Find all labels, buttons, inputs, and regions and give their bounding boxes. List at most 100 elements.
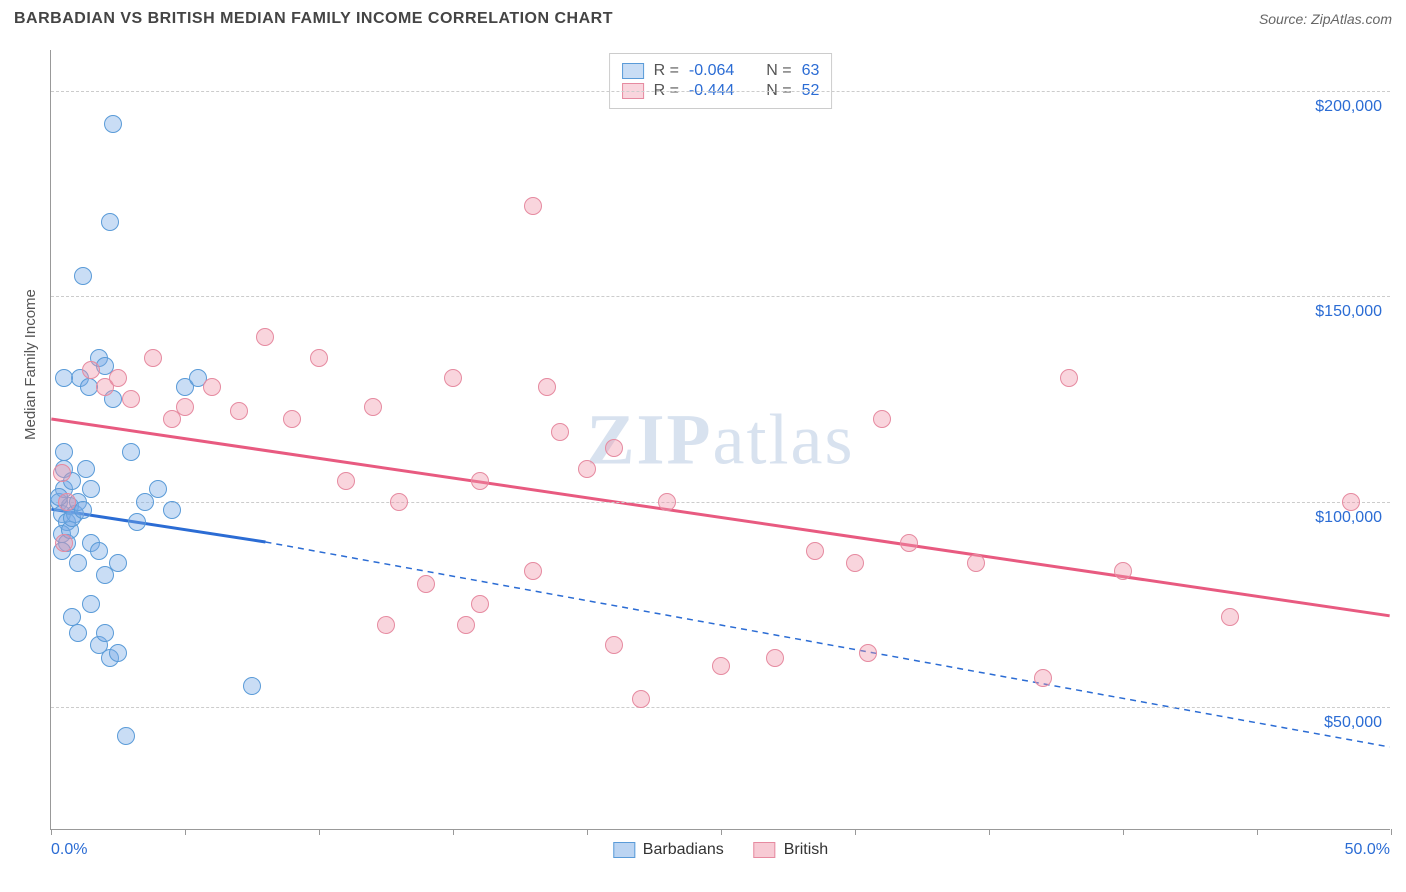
data-point [82,361,100,379]
data-point [122,443,140,461]
data-point [1114,562,1132,580]
data-point [538,378,556,396]
data-point [766,649,784,667]
data-point [230,402,248,420]
data-point [310,349,328,367]
y-axis-label: Median Family Income [22,289,39,440]
data-point [364,398,382,416]
data-point [457,616,475,634]
data-point [109,369,127,387]
data-point [256,328,274,346]
data-point [109,554,127,572]
correlation-legend: R =-0.064N =63R =-0.444N =52 [609,53,833,109]
data-point [55,443,73,461]
data-point [82,595,100,613]
data-point [69,624,87,642]
data-point [806,542,824,560]
data-point [390,493,408,511]
data-point [551,423,569,441]
data-point [58,493,76,511]
x-tick [587,829,588,835]
data-point [53,464,71,482]
x-axis-start-label: 0.0% [51,841,87,859]
data-point [69,554,87,572]
legend-swatch [754,842,776,858]
data-point [524,197,542,215]
data-point [578,460,596,478]
y-tick-label: $100,000 [1315,509,1382,527]
data-point [1342,493,1360,511]
x-tick [185,829,186,835]
data-point [82,480,100,498]
y-tick-label: $150,000 [1315,303,1382,321]
y-tick-label: $50,000 [1324,714,1382,732]
data-point [63,608,81,626]
legend-swatch [622,63,644,79]
data-point [122,390,140,408]
data-point [55,369,73,387]
x-tick [1257,829,1258,835]
scatter-chart: ZIPatlas R =-0.064N =63R =-0.444N =52 Ba… [50,50,1390,830]
data-point [967,554,985,572]
data-point [149,480,167,498]
data-point [109,644,127,662]
data-point [444,369,462,387]
data-point [337,472,355,490]
data-point [74,501,92,519]
data-point [176,398,194,416]
data-point [417,575,435,593]
data-point [712,657,730,675]
x-tick [51,829,52,835]
x-tick [989,829,990,835]
data-point [377,616,395,634]
legend-stat-row: R =-0.064N =63 [622,62,820,80]
x-tick [721,829,722,835]
y-tick-label: $200,000 [1315,98,1382,116]
data-point [117,727,135,745]
data-point [471,595,489,613]
data-point [1034,669,1052,687]
data-point [74,267,92,285]
data-point [605,439,623,457]
data-point [1221,608,1239,626]
data-point [128,513,146,531]
series-legend: Barbadians British [613,841,828,859]
data-point [846,554,864,572]
chart-title: BARBADIAN VS BRITISH MEDIAN FAMILY INCOM… [14,10,613,28]
chart-source: Source: ZipAtlas.com [1259,11,1392,27]
data-point [55,534,73,552]
data-point [873,410,891,428]
data-point [90,542,108,560]
legend-swatch [613,842,635,858]
data-point [96,624,114,642]
data-point [243,677,261,695]
data-point [632,690,650,708]
data-point [163,501,181,519]
data-point [859,644,877,662]
trend-lines [51,50,1390,829]
data-point [283,410,301,428]
data-point [605,636,623,654]
x-tick [1391,829,1392,835]
gridline [51,707,1390,708]
gridline [51,296,1390,297]
gridline [51,502,1390,503]
watermark: ZIPatlas [587,398,855,481]
legend-series-item: British [754,841,828,859]
gridline [51,91,1390,92]
data-point [1060,369,1078,387]
data-point [203,378,221,396]
data-point [658,493,676,511]
legend-series-item: Barbadians [613,841,724,859]
x-tick [453,829,454,835]
data-point [101,213,119,231]
data-point [104,115,122,133]
x-tick [855,829,856,835]
x-tick [319,829,320,835]
data-point [77,460,95,478]
chart-header: BARBADIAN VS BRITISH MEDIAN FAMILY INCOM… [0,0,1406,34]
data-point [900,534,918,552]
x-axis-end-label: 50.0% [1345,841,1390,859]
data-point [524,562,542,580]
data-point [144,349,162,367]
